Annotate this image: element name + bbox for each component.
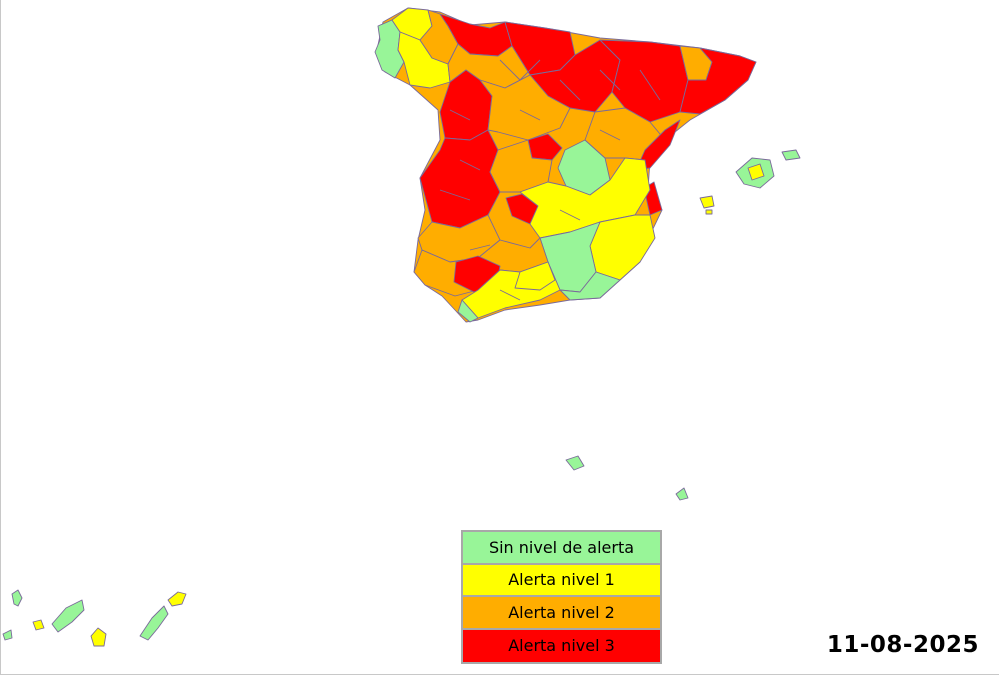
region-ceuta <box>565 455 585 471</box>
map-date: 11-08-2025 <box>826 632 979 658</box>
region-melilla <box>675 487 689 501</box>
comarca-lines <box>439 59 661 301</box>
region-la-gomera <box>32 619 45 631</box>
region-lanzarote <box>167 591 187 607</box>
region-ibiza <box>699 195 715 209</box>
region-albacete-murcia <box>589 214 656 281</box>
region-catalonia-coast <box>679 47 757 115</box>
region-la-palma <box>11 589 23 607</box>
legend-item-level-2: Alerta nivel 2 <box>463 597 660 630</box>
region-valencia-coast <box>635 119 681 171</box>
region-granada-west <box>514 261 556 291</box>
legend-item-level-1: Alerta nivel 1 <box>463 564 660 597</box>
region-gran-canaria <box>90 627 107 647</box>
legend-label-no-alert: Sin nivel de alerta <box>488 537 635 557</box>
region-almeria <box>559 271 621 301</box>
region-malaga-coast <box>457 299 479 323</box>
legend-label-level-2: Alerta nivel 2 <box>508 602 615 622</box>
region-fuerteventura <box>139 605 169 641</box>
region-extremadura-north <box>419 129 501 229</box>
legend-item-level-3: Alerta nivel 3 <box>463 629 660 662</box>
region-formentera <box>705 209 713 215</box>
legend-label-level-3: Alerta nivel 3 <box>508 636 615 656</box>
legend-label-level-1: Alerta nivel 1 <box>508 570 615 590</box>
legend-item-no-alert: Sin nivel de alerta <box>463 532 660 565</box>
region-el-hierro <box>2 629 13 641</box>
region-tenerife <box>51 599 85 633</box>
region-menorca <box>781 149 801 161</box>
region-castilla-leon-central <box>479 74 571 141</box>
legend: Sin nivel de alerta Alerta nivel 1 Alert… <box>461 530 662 664</box>
region-mallorca-south <box>747 163 765 181</box>
region-pyrenees-aragon <box>599 39 689 123</box>
